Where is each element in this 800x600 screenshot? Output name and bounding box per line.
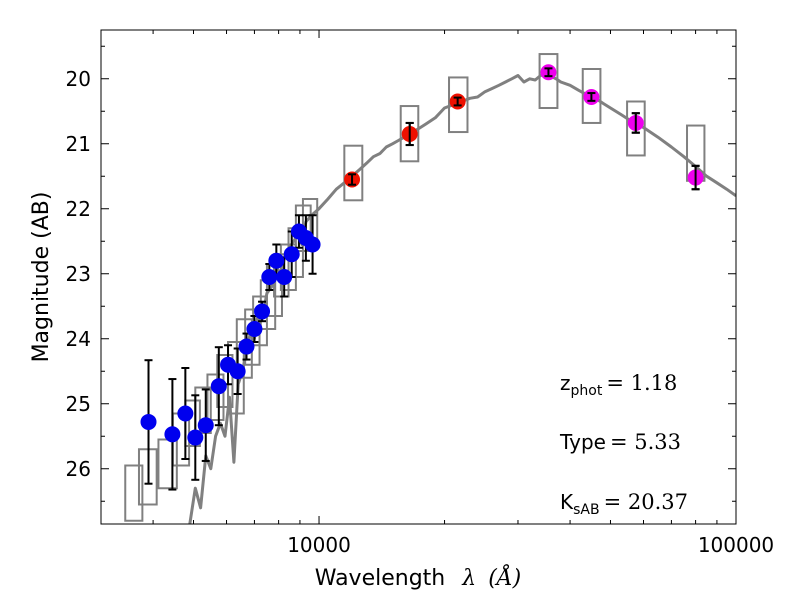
errorbar-overlay-irac-0 — [544, 67, 553, 78]
model-box-19 — [343, 144, 364, 202]
annotation-subscript: phot — [571, 383, 603, 399]
x-axis-label-symbol: λ — [461, 566, 476, 591]
errorbar-overlay-irac-2 — [631, 112, 640, 134]
x-tick-labels: 10000 100000 — [287, 533, 774, 557]
plot-area — [124, 53, 736, 524]
model-box-0 — [124, 464, 144, 522]
y-tick-labels: 20 21 22 23 24 25 26 — [66, 67, 91, 481]
x-tick-label-0: 10000 — [287, 533, 351, 557]
point-optical-13 — [276, 269, 293, 285]
point-optical-8 — [238, 338, 255, 355]
point-optical-17 — [304, 236, 321, 253]
point-optical-0 — [140, 413, 157, 430]
annotation-2: KsAB = 20.37 — [560, 490, 688, 518]
annotation-value: = 1.18 — [606, 371, 677, 395]
point-optical-11 — [261, 269, 278, 285]
data-points — [140, 64, 704, 446]
fit-annotations: zphot = 1.18 Type = 5.33 KsAB = 20.37 — [559, 371, 688, 518]
errorbar-overlay-irac-1 — [587, 92, 596, 102]
y-tick-label-1: 21 — [66, 132, 91, 156]
x-axis-label-unit: (Å) — [488, 563, 521, 591]
point-optical-10 — [254, 303, 271, 320]
y-axis-label: Magnitude (AB) — [29, 192, 54, 363]
annotation-0: zphot = 1.18 — [560, 371, 677, 399]
annotation-1: Type = 5.33 — [559, 430, 681, 454]
errorbar-overlay-nir-0 — [348, 173, 357, 186]
point-optical-12 — [268, 252, 285, 269]
y-tick-label-3: 23 — [66, 262, 91, 286]
annotation-subscript: sAB — [573, 502, 599, 518]
x-axis-label-text: Wavelength — [315, 566, 446, 591]
y-tick-label-2: 22 — [66, 197, 91, 221]
plot-frame — [100, 29, 737, 525]
annotation-value: = 20.37 — [604, 490, 688, 514]
model-box-20 — [399, 105, 420, 163]
point-optical-7 — [229, 363, 246, 380]
y-tick-label-5: 25 — [66, 392, 91, 416]
x-tick-label-1: 100000 — [698, 533, 774, 557]
annotation-name: K — [560, 490, 574, 514]
y-tick-label-6: 26 — [66, 457, 91, 481]
model-box-23 — [581, 68, 602, 124]
point-optical-9 — [246, 321, 263, 337]
x-axis-label: Wavelength λ (Å) — [315, 563, 522, 591]
errorbar-overlay-nir-1 — [405, 121, 414, 147]
errorbar-overlay-irac-3 — [691, 164, 700, 191]
point-optical-4 — [197, 417, 214, 434]
model-box-6 — [206, 373, 225, 421]
point-optical-1 — [164, 426, 181, 443]
y-tick-label-0: 20 — [66, 67, 91, 91]
errorbar-overlay-nir-2 — [453, 96, 462, 107]
y-tick-label-4: 24 — [66, 327, 91, 351]
axis-ticks — [101, 30, 737, 524]
annotation-name: z — [560, 371, 571, 395]
annotation-value: = 5.33 — [610, 430, 681, 454]
point-optical-5 — [210, 378, 227, 395]
point-optical-3 — [187, 429, 204, 446]
point-optical-14 — [283, 246, 300, 263]
point-optical-2 — [177, 405, 194, 422]
annotation-name: Type — [559, 430, 606, 454]
